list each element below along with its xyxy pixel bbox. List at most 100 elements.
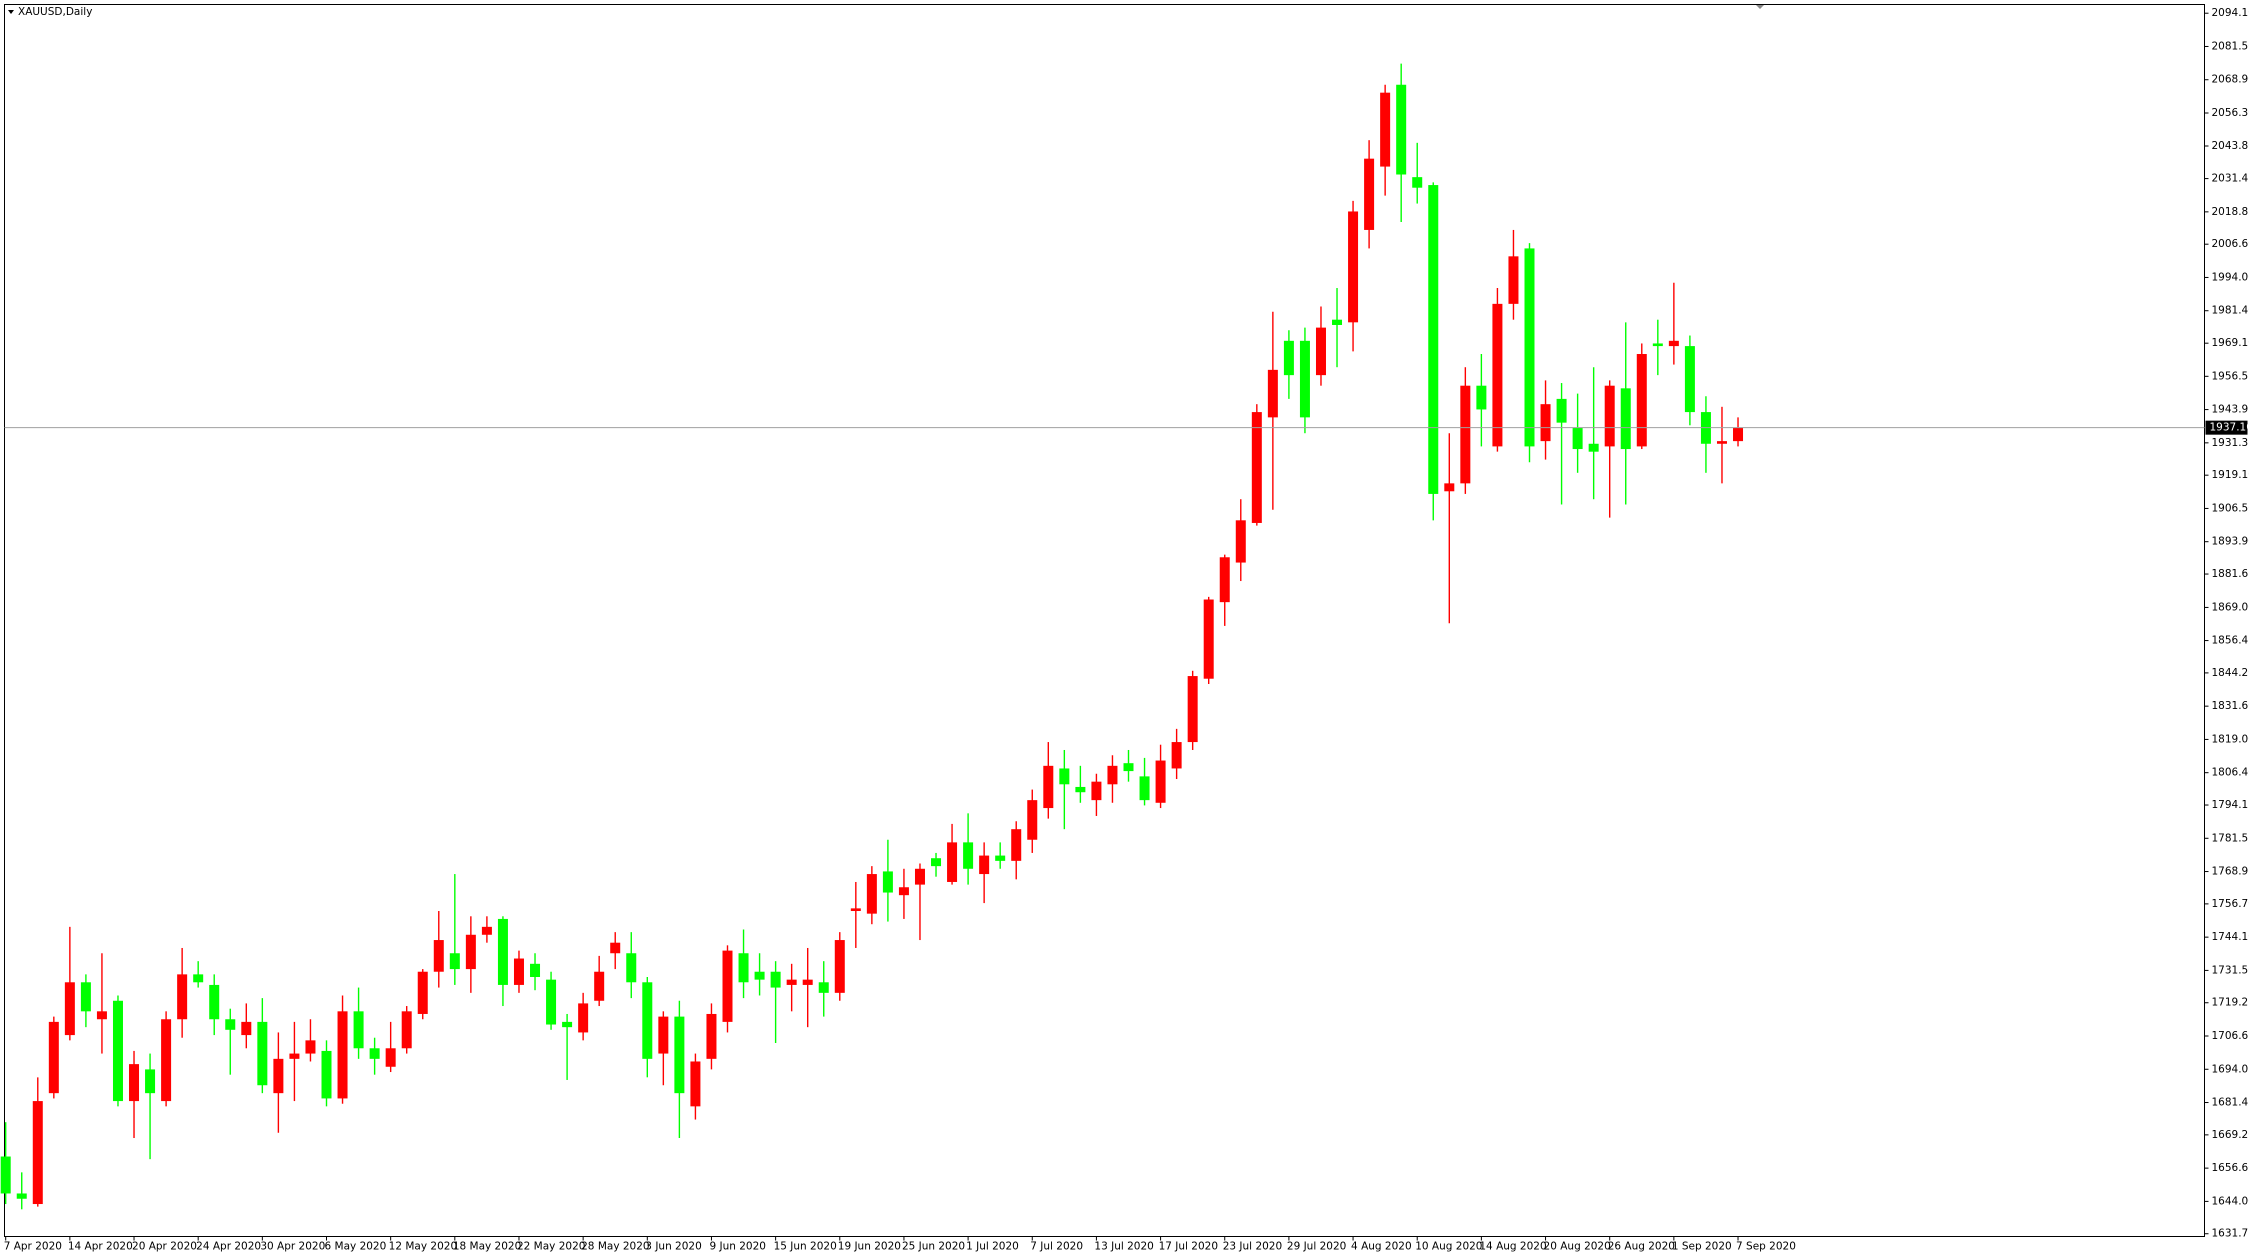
candle-body [465, 934, 476, 970]
y-tick-label: 2056.30 [2212, 107, 2249, 119]
candle-body [898, 887, 909, 896]
x-tick-label: 7 Jul 2020 [1030, 1241, 1083, 1253]
candle-body [497, 918, 508, 985]
candle-body [1299, 340, 1310, 418]
candle-body [1348, 211, 1359, 323]
candle-body [1043, 765, 1054, 809]
y-tick-label: 1931.35 [2212, 437, 2249, 449]
candle-body [1492, 303, 1503, 447]
candle-body [1684, 346, 1695, 413]
x-tick-label: 1 Sep 2020 [1672, 1241, 1732, 1253]
candle-body [1604, 385, 1615, 447]
candle-body [706, 1013, 717, 1059]
x-tick-label: 25 Jun 2020 [902, 1241, 965, 1253]
candle-body [1733, 427, 1744, 442]
x-tick-label: 30 Apr 2020 [260, 1241, 325, 1253]
candle-body [1059, 768, 1070, 785]
candle-body [866, 874, 877, 914]
y-tick-label: 1731.50 [2212, 964, 2249, 976]
candle-body [289, 1053, 300, 1059]
candle-body [626, 953, 637, 983]
candle-body [32, 1101, 43, 1205]
candle-body [578, 1003, 589, 1033]
candle-body [1171, 742, 1182, 769]
candle-body [1091, 781, 1102, 801]
menu-arrow[interactable] [8, 10, 14, 14]
shift-marker [1756, 5, 1764, 9]
y-tick-label: 1706.65 [2212, 1030, 2249, 1042]
candle-body [353, 1011, 364, 1049]
candle-body [1107, 765, 1118, 785]
x-tick-label: 20 Apr 2020 [132, 1241, 197, 1253]
x-tick-label: 17 Jul 2020 [1159, 1241, 1218, 1253]
candle-body [433, 940, 444, 972]
candle-body [241, 1021, 252, 1036]
candle-body [273, 1058, 284, 1094]
y-tick-label: 1644.00 [2212, 1195, 2249, 1207]
candle-body [722, 950, 733, 1022]
candle-body [1444, 483, 1455, 492]
y-tick-label: 1781.55 [2212, 832, 2249, 844]
candle-body [129, 1064, 140, 1102]
candle-body [161, 1019, 172, 1102]
candle-body [1219, 557, 1230, 603]
y-tick-label: 1981.40 [2212, 305, 2249, 317]
candle-body [1203, 599, 1214, 679]
y-tick-label: 1956.55 [2212, 370, 2249, 382]
candle-body [1364, 158, 1375, 230]
x-tick-label: 20 Aug 2020 [1544, 1241, 1611, 1253]
y-tick-label: 1744.10 [2212, 931, 2249, 943]
y-tick-label: 2018.85 [2212, 206, 2249, 218]
candle-body [80, 982, 91, 1012]
candle-body [16, 1193, 27, 1199]
x-tick-label: 26 Aug 2020 [1608, 1241, 1675, 1253]
y-tick-label: 1844.20 [2212, 667, 2249, 679]
candle-body [674, 1016, 685, 1094]
candle-body [513, 958, 524, 985]
candle-body [48, 1021, 59, 1094]
candle-body [882, 871, 893, 893]
candle-body [369, 1048, 380, 1059]
x-tick-label: 15 Jun 2020 [774, 1241, 837, 1253]
candle-body [786, 979, 797, 985]
candle-body [417, 971, 428, 1014]
x-tick-label: 1 Jul 2020 [966, 1241, 1019, 1253]
x-tick-label: 12 May 2020 [389, 1241, 457, 1253]
candle-body [802, 979, 813, 985]
last-price-box [2205, 420, 2248, 435]
candle-body [690, 1061, 701, 1107]
y-tick-label: 2006.60 [2212, 238, 2249, 250]
y-tick-label: 1756.70 [2212, 898, 2249, 910]
candle-body [738, 953, 749, 983]
candle-body [1460, 385, 1471, 484]
y-tick-label: 1768.95 [2212, 866, 2249, 878]
candle-body [931, 858, 942, 867]
candle-body [834, 940, 845, 993]
candle-body [401, 1011, 412, 1049]
x-tick-label: 10 Aug 2020 [1415, 1241, 1482, 1253]
candle-body [1540, 404, 1551, 442]
y-tick-label: 1631.75 [2212, 1228, 2249, 1240]
y-tick-label: 2094.10 [2212, 7, 2249, 19]
y-tick-label: 1881.65 [2212, 568, 2249, 580]
candle-body [96, 1011, 107, 1020]
plot-frame [4, 4, 2205, 1237]
candle-body [562, 1021, 573, 1028]
y-tick-label: 1969.10 [2212, 337, 2249, 349]
x-tick-label: 23 Jul 2020 [1223, 1241, 1282, 1253]
candle-body [305, 1040, 316, 1054]
candle-body [754, 971, 765, 980]
candle-body [209, 984, 220, 1020]
candle-body [594, 971, 605, 1001]
candle-body [850, 908, 861, 912]
candle-body [1315, 327, 1326, 376]
x-tick-label: 6 May 2020 [325, 1241, 387, 1253]
candle-body [546, 979, 557, 1025]
y-tick-label: 1856.45 [2212, 635, 2249, 647]
candle-body [963, 842, 974, 869]
x-tick-label: 7 Apr 2020 [4, 1241, 62, 1253]
candle-body [177, 974, 188, 1020]
candle-body [1267, 369, 1278, 418]
